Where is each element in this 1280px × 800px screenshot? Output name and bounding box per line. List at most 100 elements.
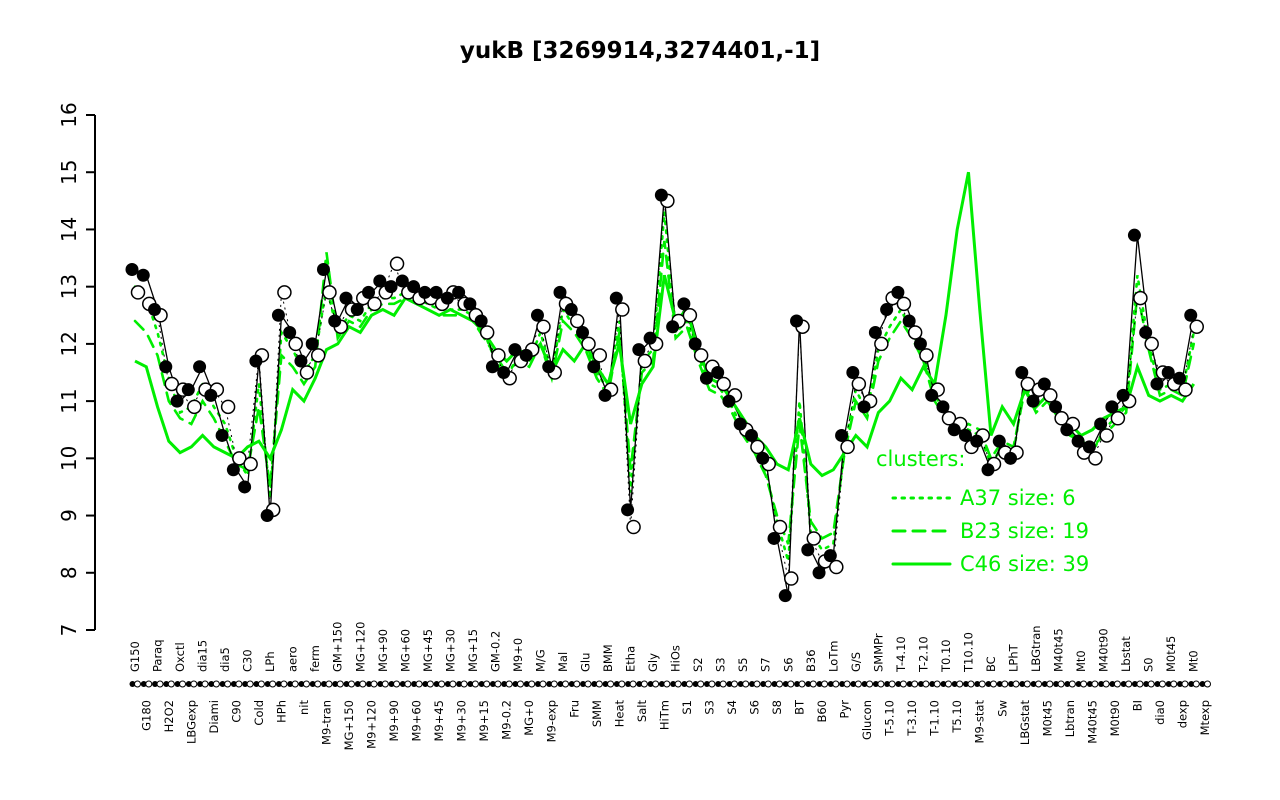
axis-dot-open bbox=[246, 680, 254, 688]
data-point-open bbox=[1043, 388, 1058, 403]
legend-label: C46 size: 39 bbox=[960, 552, 1089, 576]
data-point-filled bbox=[339, 291, 353, 305]
x-category-label: S6 bbox=[781, 657, 795, 672]
axis-dot-open bbox=[393, 680, 401, 688]
x-category-label: M40t90 bbox=[1097, 628, 1111, 672]
x-category-label: M9+0 bbox=[511, 638, 525, 672]
data-point-open bbox=[1054, 411, 1069, 426]
axis-dot-filled bbox=[197, 681, 204, 687]
x-category-label: Heat bbox=[612, 700, 626, 728]
axis-dot-open bbox=[550, 680, 558, 688]
axis-dot-open bbox=[291, 680, 299, 688]
axis-dot-open bbox=[854, 680, 862, 688]
axis-dot-open bbox=[1192, 680, 1200, 688]
x-category-label: Lbtran bbox=[1063, 700, 1077, 737]
axis-dot-filled bbox=[681, 681, 688, 687]
axis-dot-open bbox=[899, 680, 907, 688]
data-point-filled bbox=[913, 337, 927, 351]
axis-dot-filled bbox=[230, 681, 237, 687]
x-category-label: T-5.10 bbox=[883, 700, 897, 737]
axis-dot-filled bbox=[1165, 681, 1172, 687]
data-point-filled bbox=[733, 417, 747, 431]
axis-dot-open bbox=[821, 680, 829, 688]
axis-dot-filled bbox=[467, 681, 474, 687]
data-point-filled bbox=[215, 428, 229, 442]
axis-dot-filled bbox=[782, 681, 789, 687]
axis-dot-open bbox=[269, 680, 277, 688]
x-category-label: MG+120 bbox=[353, 622, 367, 672]
axis-dot-filled bbox=[940, 681, 947, 687]
x-category-label: S7 bbox=[759, 657, 773, 672]
y-tick-label: 13 bbox=[57, 274, 81, 299]
axis-dot-open bbox=[1023, 680, 1031, 688]
data-point-filled bbox=[226, 463, 240, 477]
x-category-label: Etha bbox=[624, 646, 638, 672]
axis-dot-open bbox=[257, 680, 265, 688]
x-category-label: M40t45 bbox=[1085, 700, 1099, 744]
data-point-filled bbox=[1004, 451, 1018, 465]
axis-dot-filled bbox=[996, 681, 1003, 687]
axis-dot-filled bbox=[489, 681, 496, 687]
data-point-filled bbox=[958, 428, 972, 442]
x-category-label: G150 bbox=[128, 641, 142, 672]
data-point-filled bbox=[1071, 434, 1085, 448]
axis-dot-filled bbox=[1086, 681, 1093, 687]
x-category-label: S2 bbox=[691, 657, 705, 672]
data-point-filled bbox=[125, 263, 139, 276]
x-category-label: S3 bbox=[702, 700, 716, 715]
data-point-filled bbox=[542, 360, 556, 374]
axis-dot-filled bbox=[861, 681, 868, 687]
data-point-filled bbox=[159, 360, 173, 374]
axis-dot-filled bbox=[591, 681, 598, 687]
data-point-filled bbox=[1060, 423, 1074, 437]
x-category-label: HPh bbox=[274, 700, 288, 723]
x-category-label: MG+60 bbox=[398, 629, 412, 672]
data-point-filled bbox=[970, 434, 984, 448]
data-point-filled bbox=[1094, 417, 1108, 431]
axis-dot-open bbox=[1170, 680, 1178, 688]
data-point-open bbox=[772, 519, 788, 535]
axis-dot-filled bbox=[174, 681, 181, 687]
x-category-label: Paraq bbox=[151, 639, 165, 672]
axis-dot-filled bbox=[1019, 681, 1026, 687]
data-point-open bbox=[896, 296, 912, 312]
axis-dot-filled bbox=[670, 681, 677, 687]
axis-dot-filled bbox=[636, 681, 643, 687]
x-category-label: G180 bbox=[139, 700, 153, 731]
data-point-filled bbox=[654, 188, 668, 202]
axis-dot-filled bbox=[512, 681, 519, 687]
axis-dot-filled bbox=[726, 681, 733, 687]
data-point-open bbox=[716, 376, 731, 392]
axis-dot-filled bbox=[163, 681, 170, 687]
x-category-label: Sw bbox=[995, 700, 1009, 717]
axis-dot-open bbox=[911, 680, 919, 688]
data-point-open bbox=[1178, 382, 1193, 397]
data-point-filled bbox=[395, 274, 409, 288]
data-point-open bbox=[1020, 376, 1036, 392]
x-category-label: M9-tran bbox=[319, 700, 333, 745]
axis-dot-open bbox=[325, 680, 333, 688]
axis-dot-open bbox=[787, 680, 795, 688]
axis-dot-open bbox=[629, 680, 637, 688]
axis-dot-filled bbox=[275, 681, 282, 687]
data-point-open bbox=[907, 325, 923, 340]
axis-dot-filled bbox=[985, 681, 992, 687]
x-category-label: dia0 bbox=[1153, 700, 1167, 725]
axis-dot-filled bbox=[343, 681, 350, 687]
x-category-label: S8 bbox=[770, 700, 784, 715]
data-point-filled bbox=[744, 428, 758, 442]
axis-dot-filled bbox=[478, 681, 485, 687]
axis-dot-open bbox=[1057, 680, 1065, 688]
y-tick-label: 10 bbox=[57, 446, 81, 471]
axis-dot-open bbox=[584, 680, 592, 688]
axis-dot-open bbox=[640, 680, 648, 688]
data-point-open bbox=[1189, 319, 1204, 334]
axis-dot-open bbox=[990, 680, 997, 688]
axis-dot-open bbox=[1046, 680, 1054, 688]
y-tick-label: 14 bbox=[57, 217, 81, 242]
axis-dot-open bbox=[832, 680, 840, 688]
axis-dot-open bbox=[134, 680, 141, 688]
axis-dot-open bbox=[753, 680, 761, 688]
data-point-open bbox=[1099, 428, 1114, 443]
